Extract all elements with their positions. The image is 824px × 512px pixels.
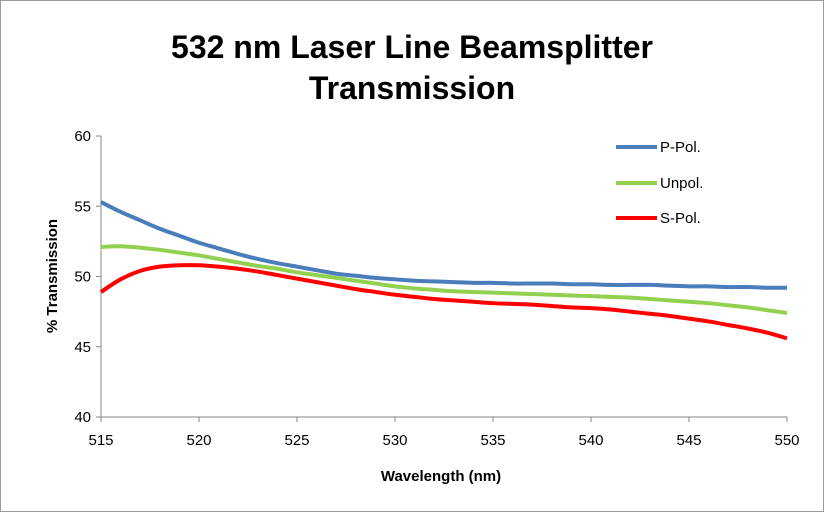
- chart-title-line-2: Transmission: [309, 70, 515, 106]
- x-axis-ticks: 515 520 525 530 535 540 545 550: [88, 417, 800, 449]
- x-tick-label: 545: [676, 432, 701, 449]
- chart-title-line-1: 532 nm Laser Line Beamsplitter: [171, 29, 653, 65]
- x-tick-label: 550: [774, 432, 799, 449]
- legend-entry-label: P-Pol.: [660, 139, 701, 156]
- x-tick-label: 530: [382, 432, 407, 449]
- series-layer: [99, 200, 788, 341]
- x-tick-label: 525: [284, 432, 309, 449]
- y-tick-label: 55: [74, 198, 91, 215]
- legend-entry-label: Unpol.: [660, 175, 703, 192]
- y-tick-label: 45: [74, 339, 91, 356]
- y-tick-label: 60: [74, 128, 91, 145]
- series-line-p-pol: [100, 200, 788, 290]
- y-tick-label: 40: [74, 409, 91, 426]
- x-tick-label: 520: [186, 432, 211, 449]
- x-tick-label: 535: [480, 432, 505, 449]
- y-tick-label: 50: [74, 269, 91, 286]
- y-axis-label: % Transmission: [44, 219, 61, 333]
- x-tick-label: 540: [578, 432, 603, 449]
- x-axis-label: Wavelength (nm): [381, 468, 501, 485]
- x-tick-label: 515: [88, 432, 113, 449]
- legend: P-Pol. Unpol. S-Pol.: [616, 139, 703, 227]
- y-axis-ticks: 40 45 50 55 60: [74, 128, 101, 426]
- series-line-unpol: [100, 244, 788, 316]
- series-line-s-pol: [99, 263, 788, 341]
- legend-entry-label: S-Pol.: [660, 210, 701, 227]
